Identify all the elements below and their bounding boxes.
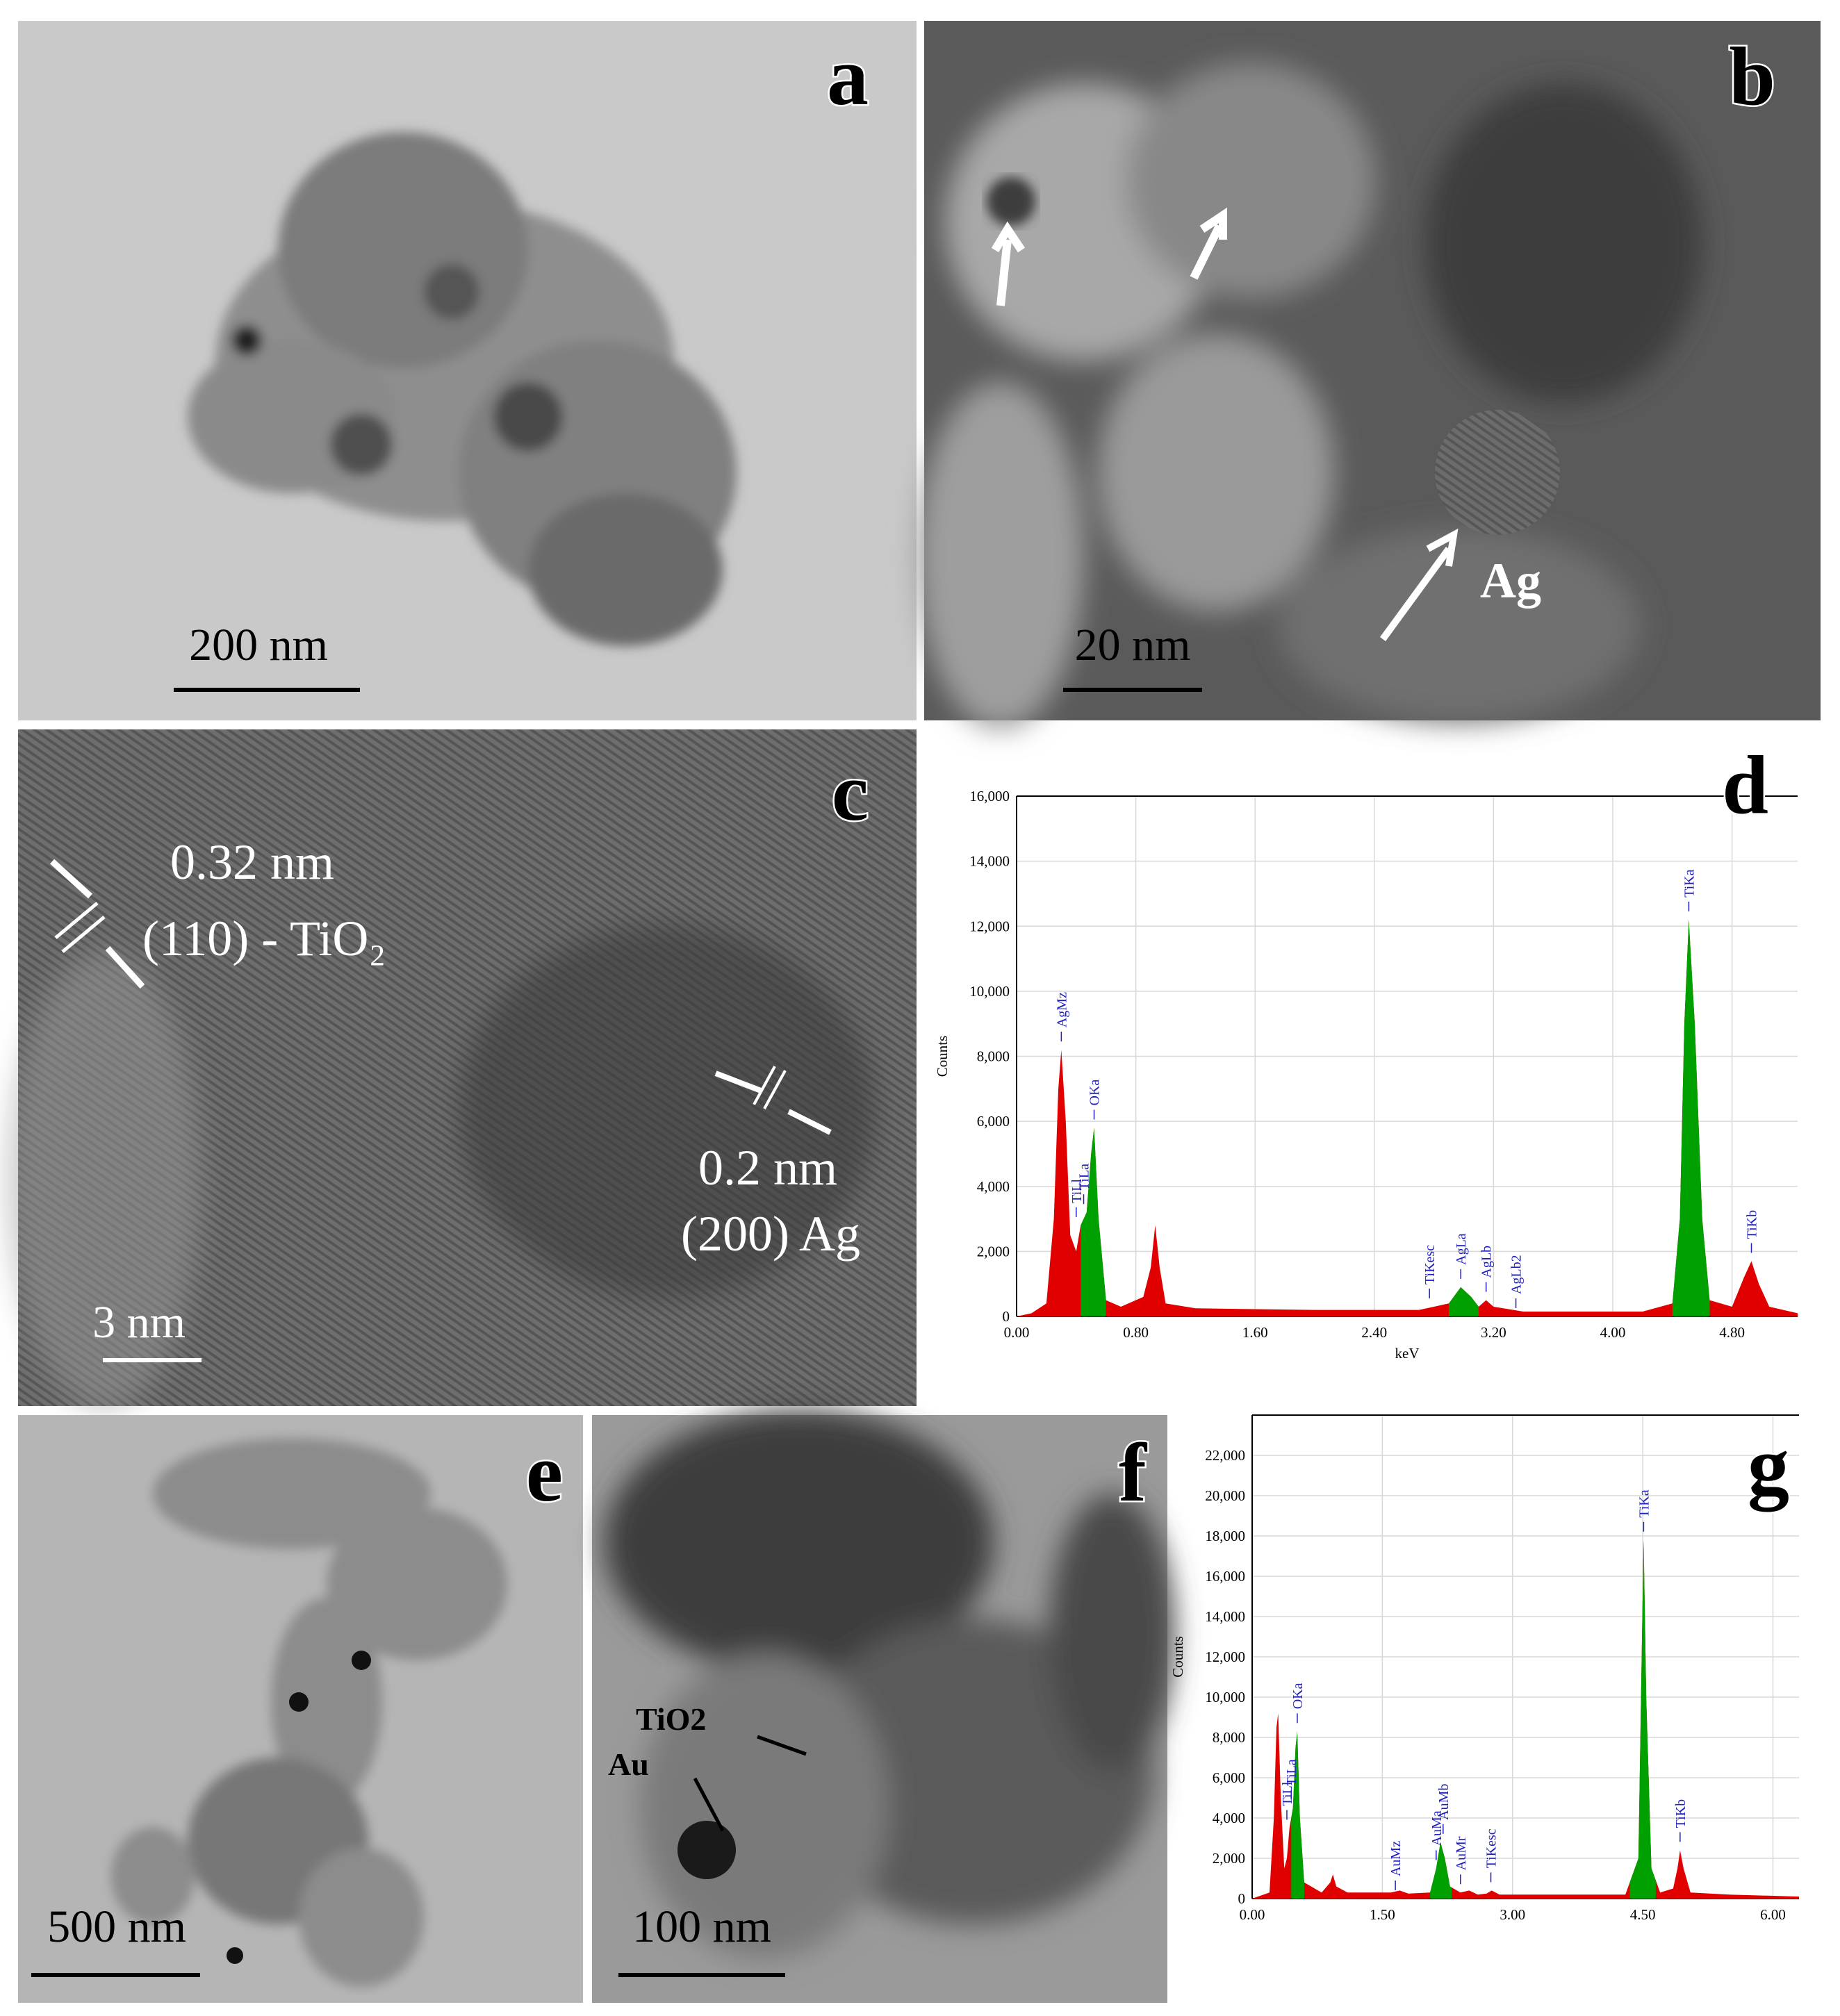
peak-label: TiLl bbox=[1069, 1179, 1085, 1203]
peak-label: AgLa bbox=[1454, 1233, 1469, 1265]
scale-bar-label: 20 nm bbox=[1075, 620, 1191, 670]
scale-bar-label: 200 nm bbox=[189, 620, 328, 670]
highlight-area bbox=[1672, 919, 1710, 1316]
panel-f: TiO2 Au 100 nm bbox=[592, 1410, 1174, 2003]
scale-bar bbox=[103, 1358, 202, 1362]
x-tick-label: 4.00 bbox=[1600, 1324, 1626, 1341]
panel-letter: f bbox=[1119, 1426, 1148, 1519]
x-tick-label: 3.20 bbox=[1481, 1324, 1506, 1341]
y-axis-label: Counts bbox=[934, 1036, 951, 1077]
annotation: 0.32 nm bbox=[170, 834, 334, 890]
peak-label: TiKa bbox=[1636, 1489, 1652, 1518]
peak-label: AgMz bbox=[1054, 992, 1069, 1027]
y-tick-label: 0 bbox=[1238, 1890, 1246, 1907]
y-tick-label: 20,000 bbox=[1205, 1487, 1245, 1504]
y-tick-label: 14,000 bbox=[1205, 1608, 1245, 1625]
x-tick-label: 4.50 bbox=[1630, 1906, 1656, 1923]
peak-label: AgLb bbox=[1479, 1246, 1495, 1278]
panel-a: 200 nm bbox=[18, 21, 917, 720]
peak-label: TiKesc bbox=[1484, 1828, 1500, 1868]
y-tick-label: 10,000 bbox=[1205, 1689, 1245, 1705]
peak-label: TiKa bbox=[1682, 869, 1697, 898]
panel-b: Ag 20 nm bbox=[917, 21, 1821, 729]
scale-bar bbox=[618, 1973, 785, 1977]
highlight-area bbox=[1629, 1539, 1656, 1899]
peak-label: TiKesc bbox=[1422, 1245, 1438, 1284]
y-tick-label: 16,000 bbox=[1205, 1568, 1245, 1585]
annotation: 0.2 nm bbox=[698, 1140, 837, 1196]
panel-c: 0.32 nm (110) - TiO₂ 0.2 nm (200) Ag 3 n… bbox=[7, 729, 917, 1410]
y-tick-label: 10,000 bbox=[969, 983, 1010, 1000]
panel-letter: b bbox=[1729, 30, 1775, 122]
peak-label: AuMb bbox=[1436, 1784, 1452, 1820]
x-tick-label: 2.40 bbox=[1361, 1324, 1387, 1341]
x-tick-label: 0.80 bbox=[1123, 1324, 1149, 1341]
y-tick-label: 4,000 bbox=[977, 1178, 1010, 1195]
scale-bar bbox=[31, 1973, 200, 1977]
scale-bar-label: 3 nm bbox=[92, 1297, 186, 1348]
peak-label: TiLa bbox=[1077, 1164, 1092, 1190]
panel-e: 500 nm bbox=[18, 1415, 583, 2003]
y-tick-label: 6,000 bbox=[1213, 1769, 1245, 1786]
peak-label: AgLb2 bbox=[1509, 1255, 1525, 1294]
peak-label: TiKb bbox=[1673, 1799, 1689, 1828]
panel-letter: g bbox=[1748, 1419, 1789, 1512]
annotation: TiO2 bbox=[636, 1701, 706, 1737]
peak-label: AuMa bbox=[1429, 1810, 1445, 1846]
y-tick-label: 2,000 bbox=[977, 1243, 1010, 1259]
y-tick-label: 22,000 bbox=[1205, 1447, 1245, 1464]
scale-bar-label: 100 nm bbox=[632, 1901, 771, 1952]
peak-label: AuMr bbox=[1454, 1836, 1469, 1870]
x-tick-label: 0.00 bbox=[1004, 1324, 1030, 1341]
y-axis-label: Counts bbox=[1169, 1636, 1186, 1678]
y-tick-label: 8,000 bbox=[1213, 1729, 1245, 1746]
x-tick-label: 0.00 bbox=[1240, 1906, 1265, 1923]
spectrum-area bbox=[1252, 1539, 1799, 1899]
x-tick-label: 6.00 bbox=[1760, 1906, 1786, 1923]
panel-letter: c bbox=[832, 745, 869, 838]
peak-label: TiKb bbox=[1745, 1210, 1760, 1239]
y-tick-label: 12,000 bbox=[969, 918, 1010, 934]
x-tick-label: 1.60 bbox=[1242, 1324, 1268, 1341]
highlight-area bbox=[1291, 1731, 1304, 1899]
peak-label: TiLa bbox=[1284, 1759, 1299, 1785]
y-tick-label: 12,000 bbox=[1205, 1649, 1245, 1665]
peak-label: TiLl bbox=[1280, 1781, 1295, 1806]
y-tick-label: 6,000 bbox=[977, 1113, 1010, 1130]
highlight-area bbox=[1081, 1127, 1106, 1316]
y-tick-label: 16,000 bbox=[969, 788, 1010, 804]
y-tick-label: 4,000 bbox=[1213, 1810, 1245, 1826]
y-tick-label: 2,000 bbox=[1213, 1850, 1245, 1867]
x-tick-label: 4.80 bbox=[1719, 1324, 1745, 1341]
y-tick-label: 14,000 bbox=[969, 853, 1010, 870]
peak-label: OKa bbox=[1087, 1080, 1103, 1106]
peak-label: AuMz bbox=[1388, 1841, 1404, 1876]
annotation: (200) Ag bbox=[681, 1206, 860, 1262]
annotation: Ag bbox=[1480, 553, 1541, 609]
y-tick-label: 0 bbox=[1003, 1308, 1010, 1325]
annotation: Au bbox=[608, 1746, 649, 1782]
x-tick-label: 1.50 bbox=[1370, 1906, 1395, 1923]
scale-bar-label: 500 nm bbox=[47, 1901, 186, 1952]
y-tick-label: 8,000 bbox=[977, 1048, 1010, 1065]
panel-letter: e bbox=[526, 1426, 563, 1519]
x-tick-label: 3.00 bbox=[1500, 1906, 1525, 1923]
scale-bar bbox=[1063, 688, 1202, 692]
highlight-area bbox=[1449, 1287, 1479, 1316]
panel-letter: d bbox=[1722, 738, 1768, 831]
scale-bar bbox=[174, 688, 360, 692]
highlight-area bbox=[1430, 1842, 1452, 1899]
panel-letter: a bbox=[827, 30, 869, 122]
y-tick-label: 18,000 bbox=[1205, 1528, 1245, 1544]
x-axis-label: keV bbox=[1395, 1345, 1420, 1362]
peak-label: OKa bbox=[1290, 1683, 1306, 1709]
annotation: (110) - TiO₂ bbox=[142, 911, 386, 966]
